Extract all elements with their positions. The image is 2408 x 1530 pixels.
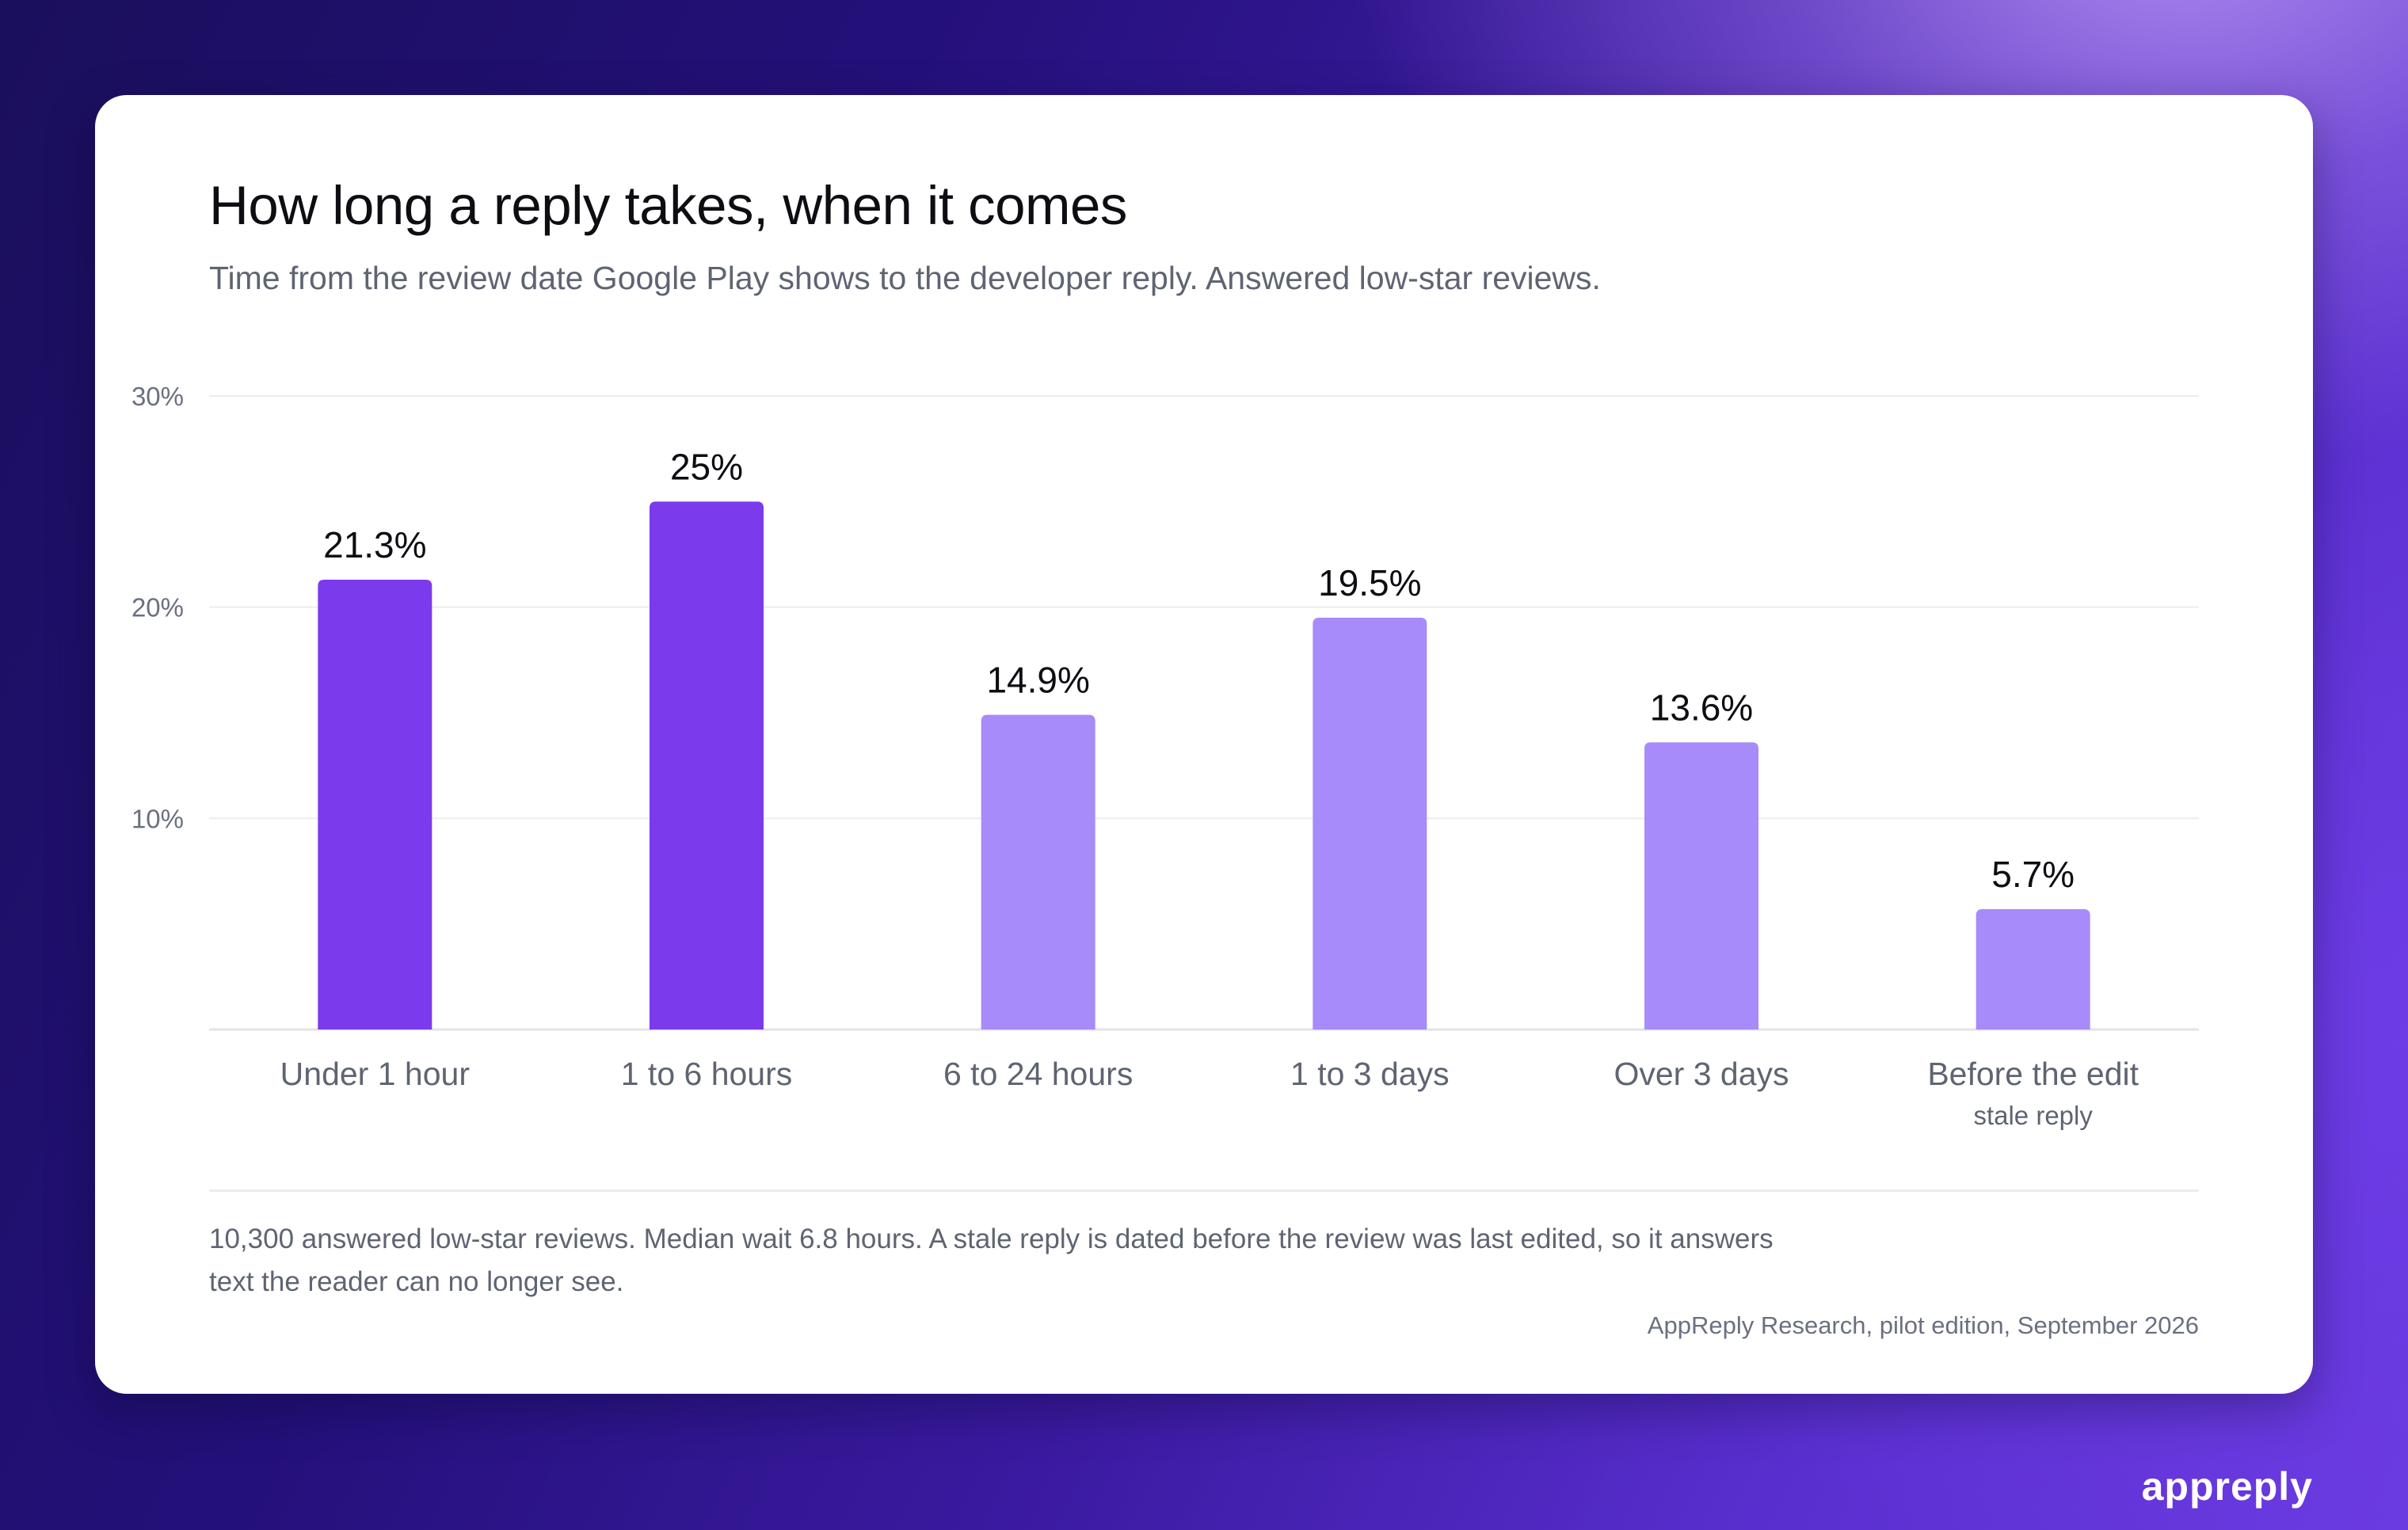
- bar-value-label: 14.9%: [986, 660, 1089, 701]
- source-credit: AppReply Research, pilot edition, Septem…: [1647, 1311, 2199, 1339]
- y-tick-label: 20%: [131, 593, 184, 622]
- bar: [1644, 742, 1758, 1030]
- x-category-label: Before the edit: [1927, 1056, 2139, 1092]
- bar: [1313, 618, 1427, 1030]
- chart-title: How long a reply takes, when it comes: [209, 175, 1127, 236]
- chart-subtitle: Time from the review date Google Play sh…: [209, 260, 1601, 296]
- bar-value-label: 5.7%: [1991, 854, 2075, 895]
- bar: [1976, 909, 2090, 1030]
- x-category-label: 6 to 24 hours: [943, 1056, 1133, 1092]
- bar-value-label: 13.6%: [1650, 687, 1753, 728]
- chart-card: How long a reply takes, when it comes Ti…: [95, 95, 2313, 1394]
- bar: [318, 580, 432, 1030]
- bar: [981, 714, 1095, 1030]
- bar-chart: 10% 20% 30% 21.3% Under 1 hour 25% 1 to 6 hour…: [131, 382, 2199, 1130]
- footnote: 10,300 answered low-star reviews. Median…: [209, 1224, 1774, 1297]
- bar-value-label: 19.5%: [1318, 562, 1421, 603]
- x-category-label: 1 to 3 days: [1290, 1056, 1450, 1092]
- brand-logo: appreply: [2141, 1464, 2313, 1509]
- y-tick-label: 10%: [131, 804, 184, 833]
- footer-divider: [209, 1189, 2199, 1192]
- x-category-sublabel: stale reply: [1973, 1101, 2093, 1130]
- bar-value-label: 21.3%: [323, 524, 426, 565]
- x-category-label: Under 1 hour: [280, 1056, 470, 1092]
- x-category-label: 1 to 6 hours: [621, 1056, 793, 1092]
- bar-value-label: 25%: [670, 446, 743, 487]
- y-tick-label: 30%: [131, 382, 184, 411]
- x-category-label: Over 3 days: [1614, 1056, 1789, 1092]
- bar: [650, 501, 764, 1030]
